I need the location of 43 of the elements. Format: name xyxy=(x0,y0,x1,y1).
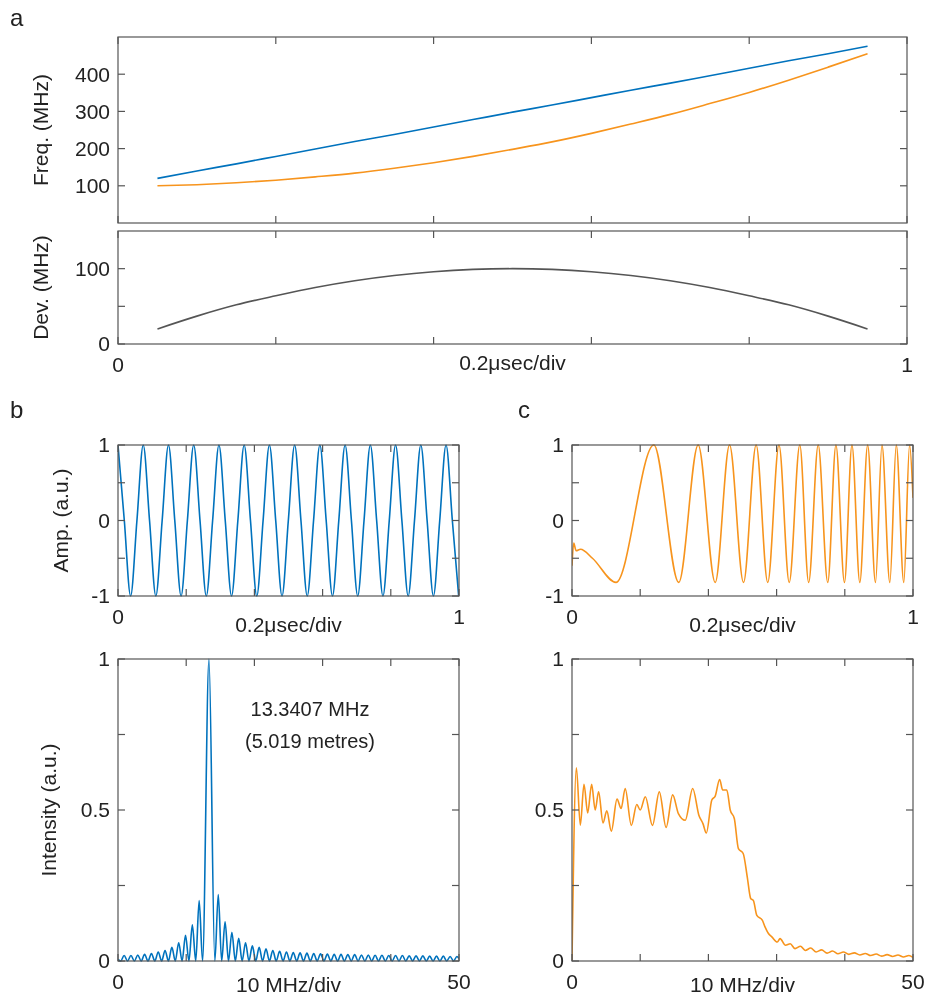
x-tick-label: 0 xyxy=(112,970,124,993)
annotation: 13.3407 MHz xyxy=(250,698,370,720)
x-axis-title: 10 MHz/div xyxy=(235,973,342,996)
x-axis-title: 10 MHz/div xyxy=(689,973,796,996)
line-series xyxy=(572,444,913,584)
y-tick-label: 1 xyxy=(98,647,110,671)
y-tick-label: 1 xyxy=(552,647,564,671)
y-tick-label: 0 xyxy=(552,508,564,532)
y-tick-label: 100 xyxy=(74,257,110,281)
y-tick-label: 300 xyxy=(74,99,110,123)
y-tick-label: -1 xyxy=(545,584,564,608)
y-tick-label: 200 xyxy=(74,136,110,160)
y-tick-label: -1 xyxy=(91,584,110,608)
y-tick-label: 1 xyxy=(98,433,110,457)
y-axis-title: Dev. (MHz) xyxy=(29,235,52,340)
text: c xyxy=(518,396,530,423)
x-tick-label: 50 xyxy=(447,970,471,993)
y-tick-label: 0 xyxy=(98,949,110,973)
y-axis-title: Intensity (a.u.) xyxy=(37,743,60,877)
line-series xyxy=(118,658,459,962)
x-tick-label: 50 xyxy=(901,970,925,993)
y-tick-label: 100 xyxy=(74,174,110,198)
y-tick-label: 0.5 xyxy=(80,798,110,822)
x-tick-label: 1 xyxy=(453,605,465,628)
line-series xyxy=(156,267,869,330)
y-axis-title: Amp. (a.u.) xyxy=(49,468,72,573)
y-tick-label: 0 xyxy=(552,949,564,973)
x-axis-title: 0.2μsec/div xyxy=(235,613,343,636)
x-tick-label: 0 xyxy=(566,605,578,628)
y-tick-label: 0 xyxy=(98,332,110,356)
y-tick-label: 1 xyxy=(552,433,564,457)
y-tick-label: 0 xyxy=(98,508,110,532)
x-tick-label: 1 xyxy=(907,605,919,628)
text: b xyxy=(10,396,24,423)
x-axis-title: 0.2μsec/div xyxy=(689,613,797,636)
y-tick-label: 0.5 xyxy=(534,798,564,822)
y-axis-title: Freq. (MHz) xyxy=(29,74,52,186)
y-tick-label: 400 xyxy=(74,62,110,86)
x-tick-label: 0 xyxy=(112,605,124,628)
x-tick-label: 0 xyxy=(566,970,578,993)
text: a xyxy=(10,4,24,31)
x-axis-title: 0.2μsec/div xyxy=(459,351,567,374)
annotation: (5.019 metres) xyxy=(244,730,376,752)
